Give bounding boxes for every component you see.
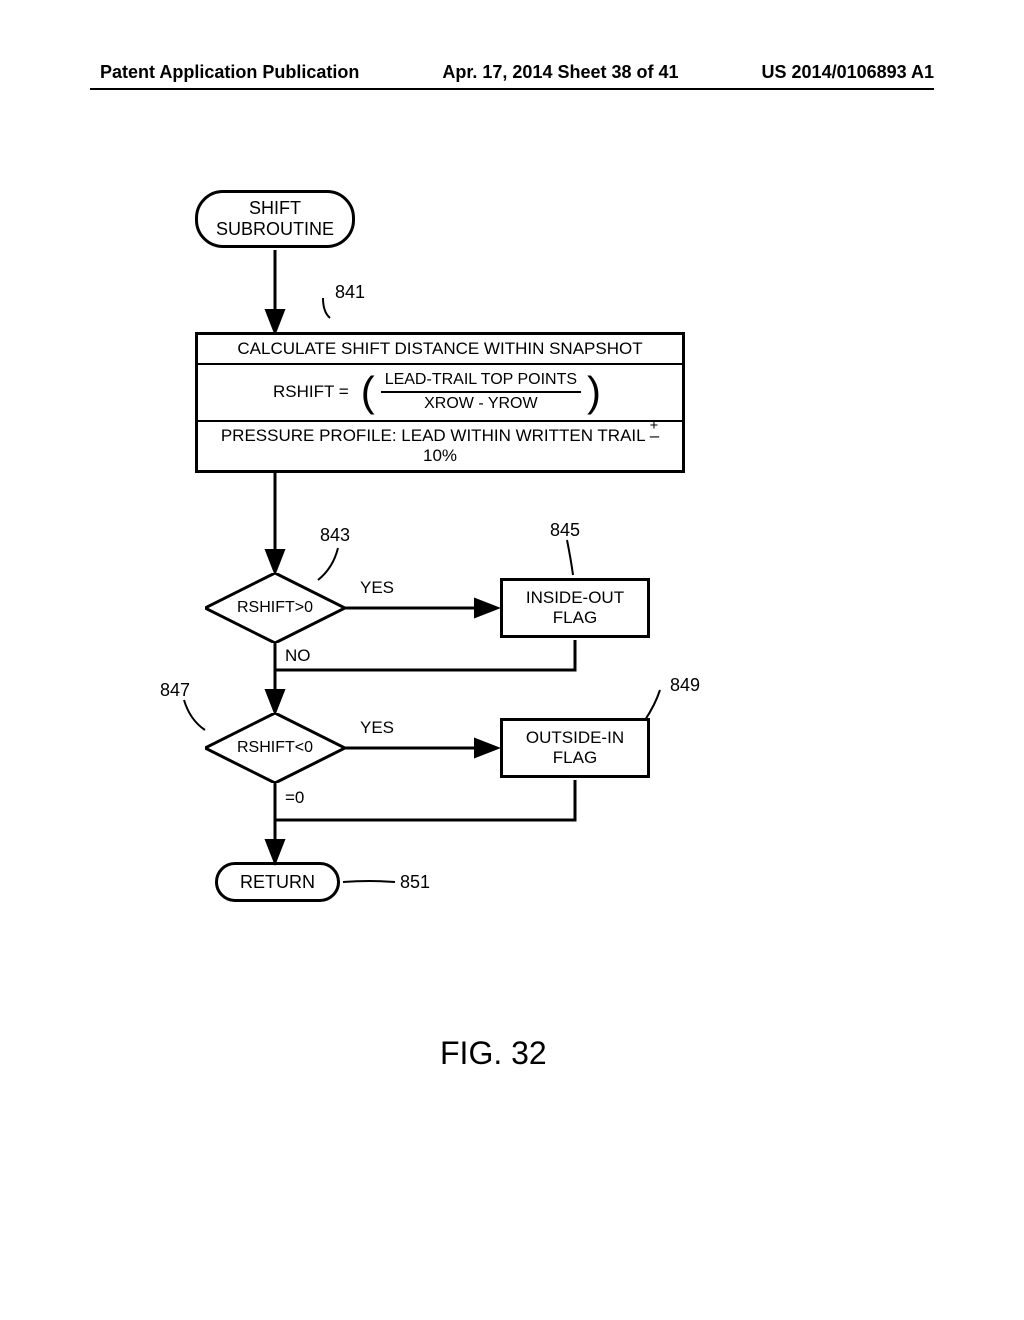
terminator-start: SHIFT SUBROUTINE bbox=[195, 190, 355, 248]
process-formula: RSHIFT = ( LEAD-TRAIL TOP POINTS XROW - … bbox=[198, 365, 682, 422]
start-line2: SUBROUTINE bbox=[198, 219, 352, 240]
box-outside-in-flag: OUTSIDE-IN FLAG bbox=[500, 718, 650, 778]
box-inside-out-flag: INSIDE-OUT FLAG bbox=[500, 578, 650, 638]
ref-851: 851 bbox=[400, 872, 430, 893]
process-footer: PRESSURE PROFILE: LEAD WITHIN WRITTEN TR… bbox=[198, 422, 682, 470]
header-center: Apr. 17, 2014 Sheet 38 of 41 bbox=[442, 62, 678, 83]
header-right: US 2014/0106893 A1 bbox=[762, 62, 934, 83]
edge-no-1: NO bbox=[285, 646, 311, 666]
ref-847: 847 bbox=[160, 680, 190, 701]
flow-connectors bbox=[175, 190, 755, 950]
header-rule bbox=[90, 88, 934, 90]
paren-open: ( bbox=[355, 371, 381, 413]
decision2-label: RSHIFT<0 bbox=[205, 713, 345, 783]
decision1-label: RSHIFT>0 bbox=[205, 573, 345, 643]
formula-fraction: LEAD-TRAIL TOP POINTS XROW - YROW bbox=[381, 371, 581, 414]
flowchart: SHIFT SUBROUTINE CALCULATE SHIFT DISTANC… bbox=[175, 190, 755, 950]
return-label: RETURN bbox=[218, 872, 337, 893]
footer-text: PRESSURE PROFILE: LEAD WITHIN WRITTEN TR… bbox=[221, 426, 650, 445]
box1-line1: INSIDE-OUT bbox=[503, 588, 647, 608]
process-calc-shift: CALCULATE SHIFT DISTANCE WITHIN SNAPSHOT… bbox=[195, 332, 685, 473]
box2-line1: OUTSIDE-IN bbox=[503, 728, 647, 748]
decision-rshift-lt0: RSHIFT<0 bbox=[205, 713, 345, 783]
formula-lhs: RSHIFT = bbox=[273, 382, 349, 402]
figure-caption: FIG. 32 bbox=[440, 1035, 547, 1072]
terminator-return: RETURN bbox=[215, 862, 340, 902]
process-header: CALCULATE SHIFT DISTANCE WITHIN SNAPSHOT bbox=[198, 335, 682, 365]
decision-rshift-gt0: RSHIFT>0 bbox=[205, 573, 345, 643]
box1-line2: FLAG bbox=[503, 608, 647, 628]
edge-eq0: =0 bbox=[285, 788, 304, 808]
start-line1: SHIFT bbox=[198, 198, 352, 219]
edge-yes-2: YES bbox=[360, 718, 394, 738]
frac-denominator: XROW - YROW bbox=[381, 393, 581, 413]
ref-849: 849 bbox=[670, 675, 700, 696]
paren-close: ) bbox=[581, 371, 607, 413]
page-header: Patent Application Publication Apr. 17, … bbox=[0, 62, 1024, 83]
header-left: Patent Application Publication bbox=[100, 62, 359, 83]
ref-843: 843 bbox=[320, 525, 350, 546]
ref-841: 841 bbox=[335, 282, 365, 303]
edge-yes-1: YES bbox=[360, 578, 394, 598]
box2-line2: FLAG bbox=[503, 748, 647, 768]
frac-numerator: LEAD-TRAIL TOP POINTS bbox=[381, 371, 581, 393]
ref-845: 845 bbox=[550, 520, 580, 541]
